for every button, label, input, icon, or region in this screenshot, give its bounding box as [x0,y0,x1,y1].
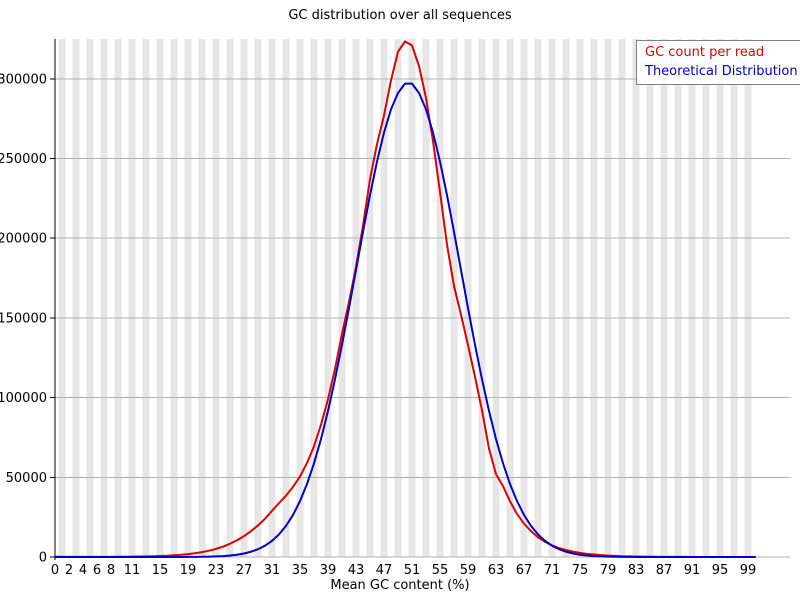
background-stripe [184,39,192,557]
background-stripe [646,39,654,557]
background-stripe [590,39,598,557]
background-stripe [324,39,332,557]
background-stripe [548,39,556,557]
x-tick-label: 47 [376,563,393,578]
x-tick-label: 75 [572,563,589,578]
x-tick-label: 51 [404,563,421,578]
x-tick-label: 95 [712,563,729,578]
background-stripe [408,39,416,557]
background-stripe [128,39,136,557]
x-tick-label: 27 [236,563,253,578]
x-tick-label: 0 [51,563,59,578]
x-tick-label: 15 [152,563,169,578]
background-stripe [604,39,612,557]
x-tick-label: 71 [544,563,561,578]
x-tick-label: 79 [600,563,617,578]
background-stripe [156,39,164,557]
x-tick-label: 99 [740,563,757,578]
background-stripe [576,39,584,557]
x-tick-label: 35 [292,563,309,578]
background-stripe [520,39,528,557]
background-stripe [450,39,458,557]
y-tick-label: 100000 [0,391,47,406]
y-tick-label: 200000 [0,232,47,247]
background-stripe [660,39,668,557]
background-stripe [240,39,248,557]
x-tick-label: 59 [460,563,477,578]
y-tick-label: 50000 [6,471,47,486]
background-stripe [632,39,640,557]
x-tick-label: 87 [656,563,673,578]
background-stripe [436,39,444,557]
background-stripe [366,39,374,557]
background-stripe [254,39,262,557]
x-tick-label: 11 [124,563,141,578]
background-stripe [730,39,738,557]
x-tick-label: 63 [488,563,505,578]
background-stripe [702,39,710,557]
background-stripe [744,39,752,557]
chart-legend: GC count per read Theoretical Distributi… [636,40,800,85]
background-stripe [100,39,108,557]
y-tick-label: 0 [39,551,47,566]
y-tick-label: 250000 [0,152,47,167]
x-tick-label: 91 [684,563,701,578]
background-stripe [296,39,304,557]
background-stripe [310,39,318,557]
x-tick-label: 43 [348,563,365,578]
x-tick-label: 39 [320,563,337,578]
background-stripe [58,39,66,557]
background-stripe [198,39,206,557]
series-line-theoretical [54,82,756,558]
x-axis-title: Mean GC content (%) [330,578,470,593]
chart-title: GC distribution over all sequences [288,8,512,23]
background-stripe [506,39,514,557]
y-tick-label: 150000 [0,311,47,326]
background-stripe [492,39,500,557]
x-tick-label: 6 [93,563,101,578]
background-stripe [716,39,724,557]
x-tick-label: 67 [516,563,533,578]
background-stripe [352,39,360,557]
background-stripe [282,39,290,557]
background-stripe [212,39,220,557]
x-tick-label: 2 [65,563,73,578]
background-stripe [142,39,150,557]
background-stripe [688,39,696,557]
background-stripe [114,39,122,557]
background-stripe [674,39,682,557]
x-tick-label: 83 [628,563,645,578]
background-stripe [618,39,626,557]
background-stripe [380,39,388,557]
x-tick-label: 55 [432,563,449,578]
background-stripe [562,39,570,557]
x-tick-label: 23 [208,563,225,578]
x-tick-label: 8 [107,563,115,578]
x-tick-label: 31 [264,563,281,578]
background-stripe [72,39,80,557]
background-stripe [226,39,234,557]
background-stripe [394,39,402,557]
background-stripe [464,39,472,557]
background-stripe [422,39,430,557]
y-tick-label: 300000 [0,72,47,87]
background-stripe [338,39,346,557]
background-stripe [86,39,94,557]
legend-item-theoretical: Theoretical Distribution [645,64,798,79]
x-tick-label: 4 [79,563,87,578]
background-stripe [170,39,178,557]
background-stripe [268,39,276,557]
legend-item-gc-count: GC count per read [645,45,765,60]
background-stripe [534,39,542,557]
x-tick-label: 19 [180,563,197,578]
background-stripe [478,39,486,557]
